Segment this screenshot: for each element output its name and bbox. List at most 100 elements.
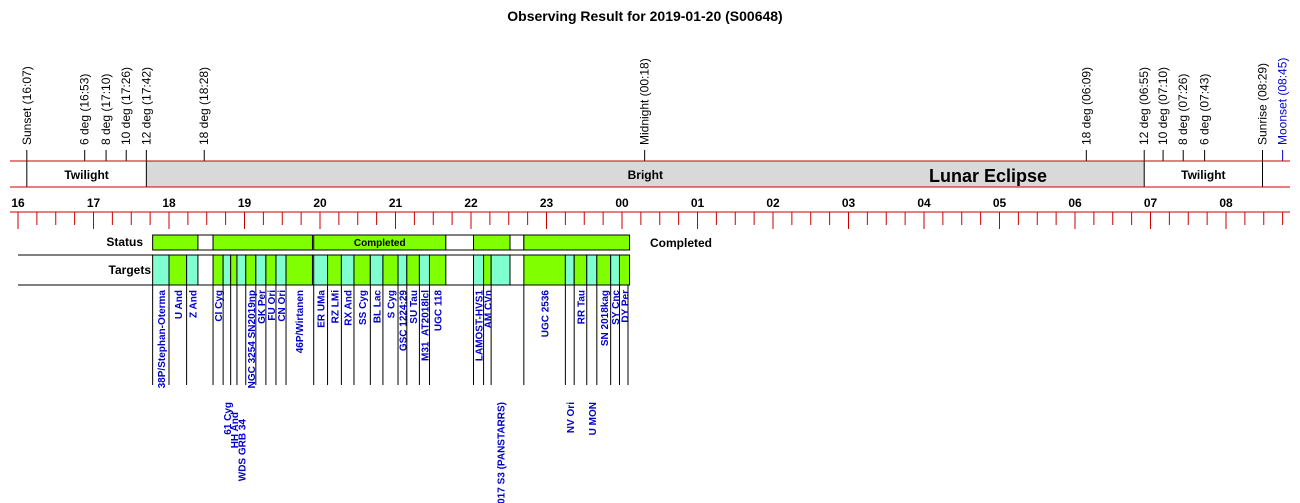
target-block	[397, 254, 408, 286]
event-markers: Sunset (16:07) 6 deg (16:53) 8 deg (17:10)…	[20, 58, 1290, 161]
target-block	[222, 254, 232, 286]
target-label: SU Tau	[409, 290, 420, 324]
target-label: RX And	[344, 290, 355, 326]
target-label: CI Cyg	[214, 290, 225, 322]
target-label: NV Ori	[566, 402, 577, 433]
status-segment	[152, 234, 199, 251]
target-label: GSC 1224:29	[398, 290, 409, 352]
target-block	[313, 254, 329, 286]
band-label: Twilight	[1181, 168, 1225, 182]
target-block	[275, 254, 287, 286]
targets-row-label: Targets	[109, 263, 152, 277]
target-label: RZ LMi	[330, 290, 341, 324]
status-segment	[509, 234, 525, 251]
hour-label: 00	[615, 196, 629, 210]
target-label: U MON	[588, 402, 599, 435]
target-label: SY Cnc	[611, 290, 622, 325]
target-block	[353, 254, 371, 286]
target-label: FU Ori	[267, 290, 278, 321]
event-label: 10 deg (17:26)	[119, 67, 133, 145]
sky-band	[146, 161, 1145, 187]
event-label: 8 deg (07:26)	[1176, 74, 1190, 145]
target-block	[212, 254, 224, 286]
status-segment	[473, 234, 511, 251]
target-block	[340, 254, 355, 286]
hour-label: 20	[313, 196, 327, 210]
hour-label: 16	[11, 196, 25, 210]
time-axis: 16 17 18 19 20 21 22 23 00 01 02 03 04 05 06 07 08	[10, 160, 1290, 229]
target-block	[596, 254, 612, 286]
hour-label: 03	[842, 196, 856, 210]
target-block	[564, 254, 575, 286]
event-label: Sunset (16:07)	[20, 66, 34, 145]
event-label: 12 deg (06:55)	[1137, 67, 1151, 145]
event-label: 6 deg (07:43)	[1198, 74, 1212, 145]
hour-label: 23	[540, 196, 554, 210]
hour-label: 18	[162, 196, 176, 210]
target-block	[230, 254, 238, 286]
target-label: Z And	[188, 290, 199, 318]
event-label: 18 deg (06:09)	[1079, 67, 1093, 145]
target-block	[490, 254, 511, 286]
hour-label: 17	[87, 196, 101, 210]
target-label: UGC 118	[434, 290, 445, 332]
target-block	[418, 254, 430, 286]
target-block	[610, 254, 620, 286]
status-segment	[445, 234, 475, 251]
target-block	[573, 254, 588, 286]
target-block	[255, 254, 267, 286]
chart-title: Observing Result for 2019-01-20 (S00648)	[507, 8, 782, 24]
status-segment	[212, 234, 313, 251]
band-label: Bright	[628, 168, 663, 182]
sky-bands: Twilight Bright Twilight Lunar Eclipse	[26, 161, 1263, 187]
event-label: 6 deg (16:53)	[78, 74, 92, 145]
target-block	[406, 254, 420, 286]
event-label: 12 deg (17:42)	[139, 67, 153, 145]
target-label: WDS GRB 34	[237, 419, 248, 482]
status-row: Status Completed Completed	[18, 234, 712, 256]
target-label: C/2017 S3 (PANSTARRS)	[497, 402, 508, 503]
target-label: SN 2018kag	[600, 290, 611, 346]
target-block	[245, 254, 257, 286]
target-label: ER UMa	[317, 290, 328, 328]
target-block	[618, 254, 631, 286]
target-label: CN Ori	[277, 290, 288, 322]
hour-label: 07	[1144, 196, 1158, 210]
eclipse-label: Lunar Eclipse	[929, 166, 1047, 186]
status-row-label: Status	[106, 235, 143, 249]
sky-band	[26, 161, 147, 187]
event-label: 18 deg (18:28)	[197, 67, 211, 145]
status-segment	[197, 234, 214, 251]
event-label: 8 deg (17:10)	[99, 74, 113, 145]
hour-label: 02	[766, 196, 780, 210]
target-label: SS Cyg	[358, 290, 369, 325]
target-label: GK Per	[257, 290, 268, 324]
target-block	[523, 254, 566, 286]
target-label: LAMOST-HVS1	[475, 290, 486, 362]
hour-label: 19	[238, 196, 252, 210]
target-block	[186, 254, 199, 286]
hour-label: 22	[464, 196, 478, 210]
target-block	[473, 254, 485, 286]
target-block	[285, 254, 313, 286]
target-label: UGC 2536	[541, 290, 552, 338]
target-label: M31_AT2018lcl	[420, 290, 431, 361]
status-segment	[523, 234, 631, 251]
target-block	[428, 254, 447, 286]
target-label: DY Per	[621, 290, 632, 323]
target-block	[168, 254, 188, 286]
target-label: 61 Cyg	[223, 402, 234, 435]
band-label: Twilight	[64, 168, 108, 182]
target-label: 46P/Wirtanen	[295, 290, 306, 353]
target-label: NGC 3254 SN2019np	[247, 290, 258, 388]
hour-label: 21	[389, 196, 403, 210]
target-block	[586, 254, 598, 286]
event-label: Sunrise (08:29)	[1255, 63, 1269, 145]
hour-label: 08	[1219, 196, 1233, 210]
target-label: S Cyg	[386, 290, 397, 318]
target-block	[382, 254, 399, 286]
target-label: U And	[174, 290, 185, 319]
target-label: 38P/Stephan-Oterma	[157, 290, 168, 389]
sky-band	[1144, 161, 1263, 187]
hour-label: 04	[917, 196, 931, 210]
